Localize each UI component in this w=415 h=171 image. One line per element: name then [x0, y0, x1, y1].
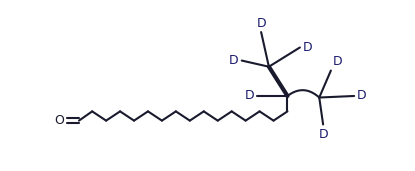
Text: D: D — [229, 54, 239, 67]
Text: D: D — [244, 89, 254, 102]
Text: D: D — [318, 128, 328, 141]
Text: D: D — [333, 55, 343, 68]
Text: D: D — [303, 41, 312, 54]
Text: O: O — [54, 114, 64, 127]
Text: D: D — [357, 89, 367, 102]
Text: D: D — [256, 17, 266, 30]
